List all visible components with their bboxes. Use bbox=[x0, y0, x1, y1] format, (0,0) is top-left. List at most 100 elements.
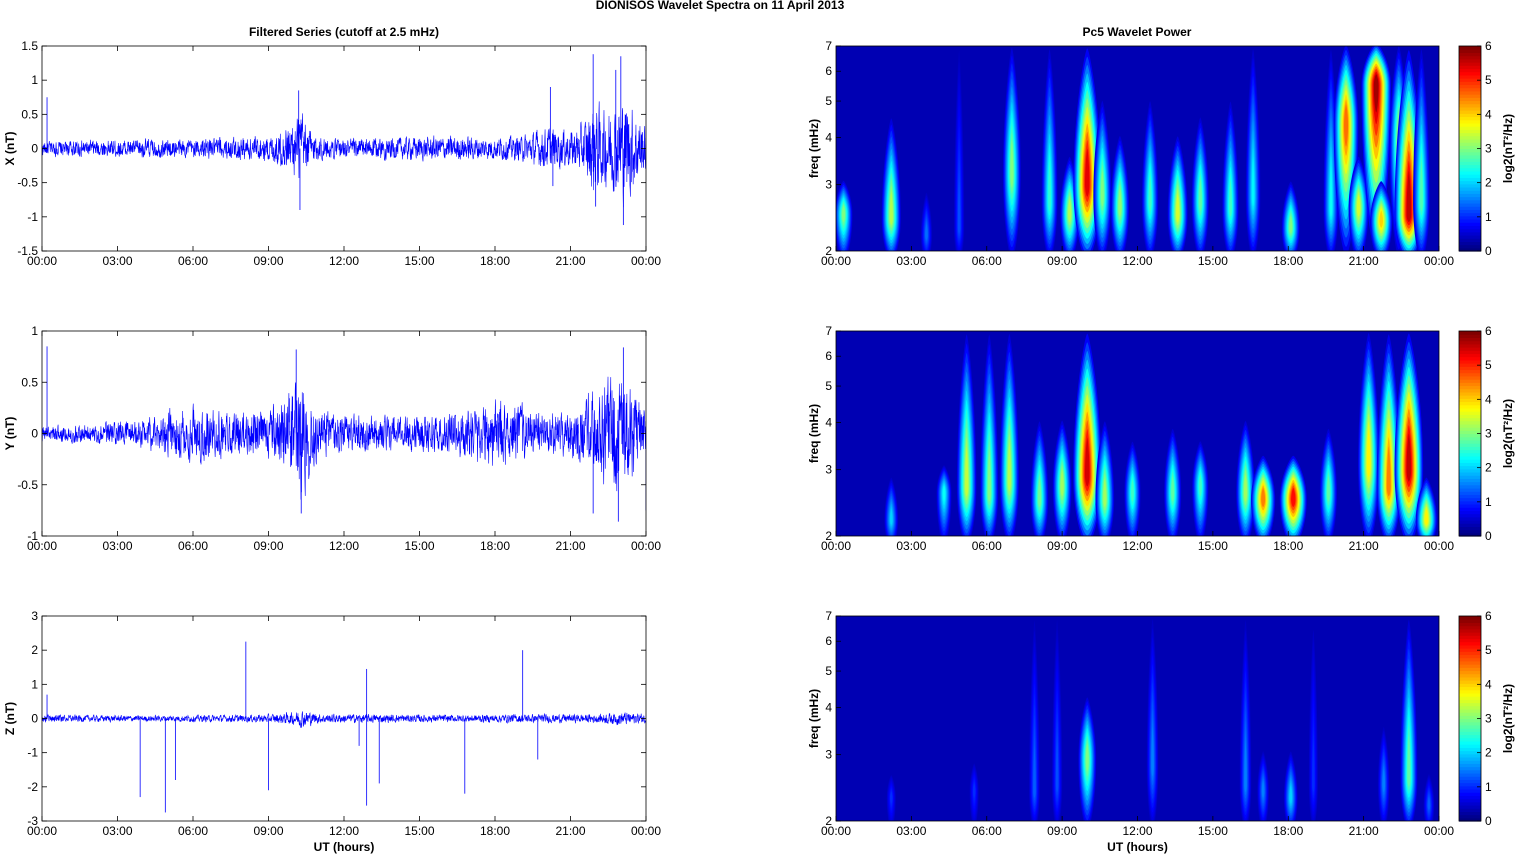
y-tick-label: 7 bbox=[825, 39, 832, 53]
power-blob bbox=[1406, 170, 1412, 223]
y-tick-label: 2 bbox=[31, 643, 38, 657]
colorbar-swatch bbox=[1459, 199, 1481, 204]
colorbar-swatch bbox=[1459, 142, 1481, 146]
colorbar-swatch bbox=[1459, 779, 1481, 784]
colorbar-swatch bbox=[1459, 776, 1481, 780]
colorbar-swatch bbox=[1459, 228, 1481, 233]
colorbar-swatch bbox=[1459, 744, 1481, 748]
colorbar-tick-label: 5 bbox=[1485, 643, 1492, 657]
y-tick-label: 4 bbox=[825, 416, 832, 430]
colorbar-swatch bbox=[1459, 638, 1481, 643]
colorbar-swatch bbox=[1459, 657, 1481, 662]
colorbar-tick-label: 2 bbox=[1485, 746, 1492, 760]
colorbar-swatch bbox=[1459, 811, 1481, 816]
series-panel-z: 00:00 03:00 06:00 09:00 12:00 15:00 18:00 21:00… bbox=[3, 609, 661, 854]
colorbar-tick-label: 5 bbox=[1485, 358, 1492, 372]
power-blob bbox=[1344, 104, 1349, 147]
colorbar-swatch bbox=[1459, 817, 1481, 822]
colorbar-swatch bbox=[1459, 401, 1481, 406]
colorbar-swatch bbox=[1459, 174, 1481, 178]
y-tick-label: -0.5 bbox=[17, 478, 38, 492]
power-blob bbox=[1356, 194, 1361, 217]
colorbar-swatch bbox=[1459, 78, 1481, 82]
power-blob bbox=[1244, 473, 1248, 502]
series-panel-x: 00:00 03:00 06:00 09:00 12:00 15:00 18:00 21:00… bbox=[3, 39, 661, 268]
colorbar-swatch bbox=[1459, 81, 1481, 86]
colorbar-swatch bbox=[1459, 756, 1481, 761]
colorbar-swatch bbox=[1459, 801, 1481, 806]
y-axis-label: X (nT) bbox=[3, 132, 17, 166]
colorbar-swatch bbox=[1459, 62, 1481, 66]
colorbar-swatch bbox=[1459, 772, 1481, 777]
colorbar-swatch bbox=[1459, 654, 1481, 659]
colorbar-swatch bbox=[1459, 234, 1481, 239]
colorbar-swatch bbox=[1459, 696, 1481, 700]
colorbar-swatch bbox=[1459, 692, 1481, 697]
colorbar-swatch bbox=[1459, 177, 1481, 182]
colorbar-swatch bbox=[1459, 391, 1481, 396]
x-tick-label: 00:00 bbox=[1424, 254, 1454, 268]
power-blob bbox=[1373, 74, 1379, 113]
colorbar-swatch bbox=[1459, 683, 1481, 688]
wavelet-panel-y: 00:00 03:00 06:00 09:00 12:00 15:00 18:00 21:00… bbox=[807, 324, 1515, 553]
colorbar-swatch bbox=[1459, 106, 1481, 111]
power-blob bbox=[1103, 478, 1107, 508]
colorbar-swatch bbox=[1459, 497, 1481, 502]
colorbar-swatch bbox=[1459, 724, 1481, 729]
x-tick-label: 21:00 bbox=[555, 254, 585, 268]
colorbar-swatch bbox=[1459, 170, 1481, 175]
wavelet-panel-x: 00:00 03:00 06:00 09:00 12:00 15:00 18:00 21:00… bbox=[807, 39, 1515, 268]
colorbar-swatch bbox=[1459, 395, 1481, 399]
power-blob bbox=[1382, 769, 1385, 793]
y-tick-label: 1 bbox=[31, 324, 38, 338]
colorbar-swatch bbox=[1459, 625, 1481, 630]
colorbar-swatch bbox=[1459, 385, 1481, 390]
x-tick-label: 00:00 bbox=[1424, 824, 1454, 838]
colorbar-swatch bbox=[1459, 532, 1481, 537]
power-blob bbox=[1289, 785, 1292, 804]
series-trace bbox=[42, 376, 646, 500]
y-tick-label: 6 bbox=[825, 64, 832, 78]
y-tick-label: 3 bbox=[825, 748, 832, 762]
x-tick-label: 15:00 bbox=[1198, 539, 1228, 553]
right-column-title: Pc5 Wavelet Power bbox=[1083, 25, 1192, 39]
x-tick-label: 03:00 bbox=[896, 824, 926, 838]
colorbar-swatch bbox=[1459, 183, 1481, 188]
power-blob bbox=[1420, 161, 1423, 212]
x-tick-label: 09:00 bbox=[253, 824, 283, 838]
power-blob bbox=[1379, 210, 1383, 228]
colorbar-swatch bbox=[1459, 507, 1481, 511]
x-tick-label: 21:00 bbox=[1349, 254, 1379, 268]
power-blob bbox=[1151, 726, 1154, 777]
x-tick-label: 18:00 bbox=[1273, 539, 1303, 553]
colorbar-swatch bbox=[1459, 225, 1481, 230]
x-tick-label: 12:00 bbox=[329, 254, 359, 268]
colorbar-swatch bbox=[1459, 487, 1481, 492]
colorbar-swatch bbox=[1459, 455, 1481, 460]
y-tick-label: 3 bbox=[31, 609, 38, 623]
y-tick-label: -0.5 bbox=[17, 176, 38, 190]
power-blob bbox=[1291, 487, 1296, 508]
x-tick-label: 00:00 bbox=[631, 539, 661, 553]
colorbar-swatch bbox=[1459, 154, 1481, 159]
power-blob bbox=[1171, 476, 1175, 502]
colorbar-swatch bbox=[1459, 471, 1481, 476]
colorbar-tick-label: 2 bbox=[1485, 461, 1492, 475]
power-blob bbox=[1055, 740, 1059, 793]
power-blob bbox=[1229, 179, 1232, 217]
colorbar-tick-label: 5 bbox=[1485, 73, 1492, 87]
colorbar-swatch bbox=[1459, 484, 1481, 489]
colorbar-swatch bbox=[1459, 110, 1481, 114]
y-tick-label: 0 bbox=[31, 142, 38, 156]
colorbar-tick-label: 6 bbox=[1485, 324, 1492, 338]
y-tick-label: -1 bbox=[27, 210, 38, 224]
colorbar-swatch bbox=[1459, 475, 1481, 479]
colorbar-swatch bbox=[1459, 231, 1481, 236]
power-blob bbox=[1100, 170, 1104, 207]
power-blob bbox=[1289, 215, 1293, 234]
x-tick-label: 15:00 bbox=[1198, 254, 1228, 268]
colorbar-swatch bbox=[1459, 113, 1481, 118]
colorbar-swatch bbox=[1459, 167, 1481, 172]
colorbar-swatch bbox=[1459, 90, 1481, 95]
